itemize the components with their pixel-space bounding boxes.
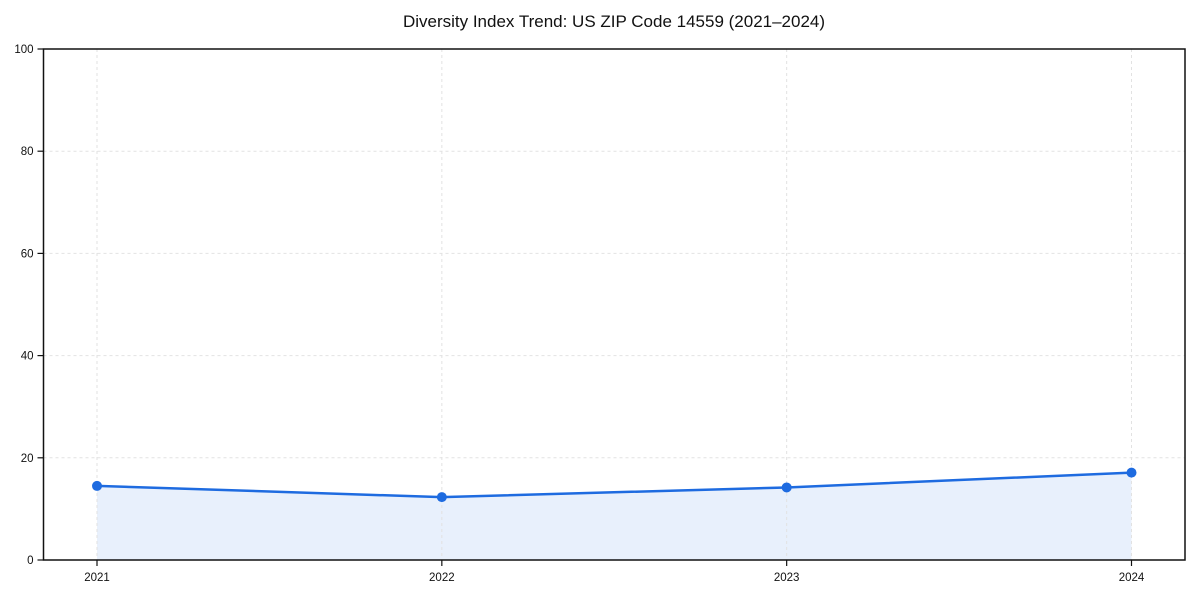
trend-line [95, 471, 1133, 499]
data-point-marker [436, 492, 447, 503]
plot-border [42, 48, 1186, 561]
y-tick-label: 20 [21, 453, 34, 465]
x-tick-label: 2022 [429, 572, 455, 584]
y-tick-label: 80 [21, 146, 34, 158]
y-tick-label: 100 [14, 44, 33, 56]
chart-title: Diversity Index Trend: US ZIP Code 14559… [402, 12, 826, 31]
x-tick-label: 2021 [84, 572, 110, 584]
y-tick-label: 40 [21, 351, 34, 363]
y-tick-label: 0 [27, 555, 33, 567]
area-fill [97, 472, 1132, 560]
data-point-marker [92, 480, 102, 491]
data-point-marker [781, 482, 792, 493]
x-tick-label: 2023 [774, 572, 800, 584]
data-point-marker [1126, 467, 1137, 478]
y-tick-label: 60 [21, 248, 34, 260]
x-tick-label: 2024 [1119, 572, 1145, 584]
